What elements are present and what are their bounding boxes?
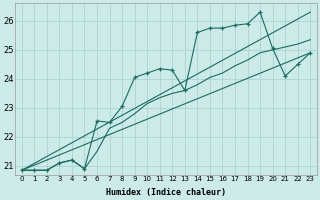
X-axis label: Humidex (Indice chaleur): Humidex (Indice chaleur) — [106, 188, 226, 197]
